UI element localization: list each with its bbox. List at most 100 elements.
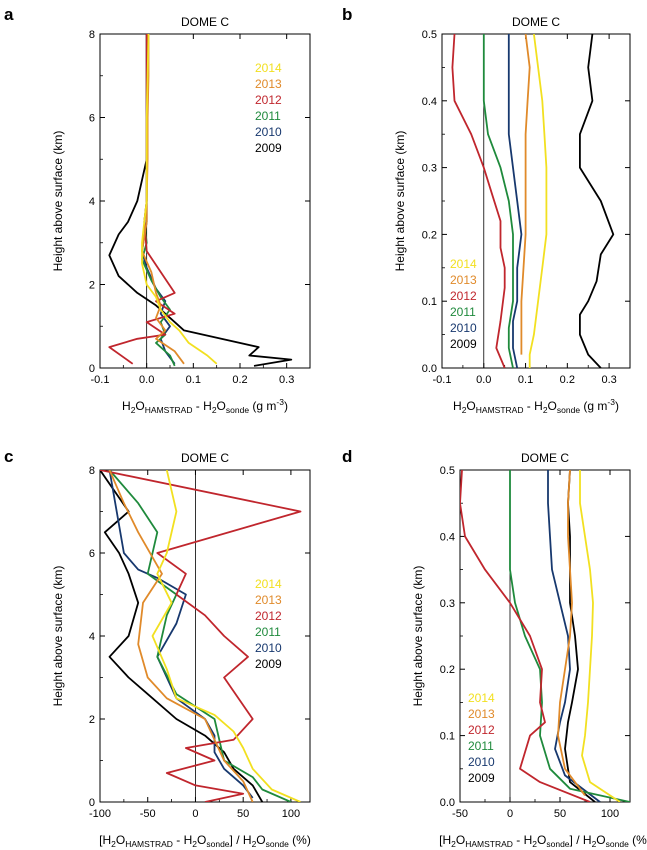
x-label-part: (g m (249, 399, 276, 413)
series-line-2010 (547, 470, 601, 802)
x-label-sub: 2 (131, 405, 136, 415)
x-label-part: O (456, 833, 465, 847)
x-label-part: O (596, 833, 605, 847)
legend-entry-2009: 2009 (255, 657, 282, 671)
series-line-2011 (482, 34, 514, 368)
x-label-part: ] / H (230, 833, 252, 847)
y-axis-label: Height above surface (km) (393, 131, 407, 272)
x-label-part: O (135, 399, 144, 413)
x-label-sub: 2 (532, 839, 537, 849)
y-tick-label: 4 (89, 631, 95, 643)
x-label-part: (g m (580, 399, 607, 413)
legend-entry-2012: 2012 (255, 93, 282, 107)
panel-letter: b (342, 5, 352, 24)
legend-entry-2012: 2012 (468, 723, 495, 737)
x-tick-label: -0.1 (433, 374, 452, 386)
x-label-sub: sonde (557, 405, 580, 415)
series-line-2014 (141, 34, 218, 365)
series-line-2013 (520, 34, 531, 355)
x-tick-label: 0.2 (232, 374, 247, 386)
x-label-part: [H (99, 833, 111, 847)
x-label-sub: 2 (252, 839, 257, 849)
y-axis-label: Height above surface (km) (51, 566, 65, 707)
x-label-part: ] / H (570, 833, 592, 847)
x-label-sup: -3 (607, 397, 615, 407)
chart-title: DOME C (181, 15, 229, 29)
x-label-sub: 2 (111, 839, 116, 849)
x-label-sub: 2 (462, 405, 467, 415)
y-tick-label: 0.3 (422, 163, 437, 175)
y-tick-label: 0 (89, 797, 95, 809)
chart-title: DOME C (181, 451, 229, 465)
y-tick-label: 0.1 (422, 296, 437, 308)
legend-entry-2014: 2014 (450, 257, 477, 271)
x-tick-label: 0.3 (279, 374, 294, 386)
x-label-part: ) (615, 399, 619, 413)
y-tick-label: 0.4 (422, 96, 437, 108)
legend-entry-2011: 2011 (468, 739, 494, 753)
x-label-sub: HAMSTRAD (125, 839, 173, 849)
x-label-part: H (122, 399, 131, 413)
series-line-2012 (451, 34, 506, 368)
x-label-sub: HAMSTRAD (145, 405, 193, 415)
x-label-part: [H (439, 833, 451, 847)
x-axis-label: [H2OHAMSTRAD - H2Osonde] / H2Osonde (%) (439, 833, 647, 849)
x-label-part: - H (523, 399, 542, 413)
x-tick-label: 100 (282, 808, 300, 820)
x-tick-label: -50 (140, 808, 156, 820)
x-label-sub: HAMSTRAD (476, 405, 524, 415)
series-line-2010 (108, 470, 254, 799)
y-tick-label: 0 (89, 363, 95, 375)
y-tick-label: 0.3 (440, 598, 455, 610)
series-line-2014 (151, 470, 301, 802)
legend-entry-2010: 2010 (255, 125, 282, 139)
y-tick-label: 0.0 (422, 363, 437, 375)
panel-a: a DOME C -0.1 0.0 0.1 0.2 0.3 0 2 4 6 8 Height above… (4, 5, 311, 415)
legend-entry-2011: 2011 (450, 305, 476, 319)
panel-c: c DOME C -100 -50 0 50 100 0 2 4 6 8 Height above su… (4, 447, 311, 849)
series-line-2013 (108, 470, 254, 802)
x-label-sub: sonde (546, 839, 569, 849)
x-tick-label: 0 (192, 808, 198, 820)
legend-entry-2013: 2013 (255, 593, 282, 607)
x-label-sub: 2 (592, 839, 597, 849)
series-line-2012 (100, 470, 302, 802)
series-line-2012 (460, 470, 591, 802)
legend: 2014 2013 2012 2011 2010 2009 (450, 257, 477, 351)
x-label-sub: 2 (212, 405, 217, 415)
x-tick-label: 0.1 (518, 374, 533, 386)
series-line-2009 (100, 470, 264, 802)
x-tick-label: 50 (554, 808, 566, 820)
y-tick-label: 0.5 (422, 29, 437, 41)
x-label-part: ) (284, 399, 288, 413)
x-label-sub: sonde (226, 405, 249, 415)
x-axis-label: [H2OHAMSTRAD - H2Osonde] / H2Osonde (%) (99, 833, 311, 849)
x-tick-label: 0.2 (560, 374, 575, 386)
x-tick-label: 0.0 (476, 374, 491, 386)
x-tick-label: 0.3 (601, 374, 616, 386)
series-line-2014 (528, 34, 548, 368)
x-label-part: (%) (289, 833, 311, 847)
y-tick-label: 2 (89, 714, 95, 726)
y-tick-label: 0.5 (440, 465, 455, 477)
x-tick-label: 100 (601, 808, 619, 820)
x-label-part: - H (192, 399, 211, 413)
x-label-part: O (548, 399, 557, 413)
x-label-sub: 2 (192, 839, 197, 849)
x-label-sub: sonde (266, 839, 289, 849)
series-lines (108, 34, 293, 367)
series-line-2009 (564, 470, 596, 802)
y-tick-label: 0.2 (440, 664, 455, 676)
x-label-part: O (197, 833, 206, 847)
x-label-part: (%) (629, 833, 647, 847)
x-label-part: O (116, 833, 125, 847)
series-line-2013 (557, 470, 586, 796)
y-tick-label: 2 (89, 280, 95, 292)
y-tick-label: 0.1 (440, 731, 455, 743)
x-tick-label: 50 (237, 808, 249, 820)
legend-entry-2009: 2009 (450, 337, 477, 351)
x-label-sub: 2 (543, 405, 548, 415)
x-axis-label: H2OHAMSTRAD - H2Osonde (g m-3) (122, 397, 288, 415)
x-label-sub: 2 (451, 839, 456, 849)
